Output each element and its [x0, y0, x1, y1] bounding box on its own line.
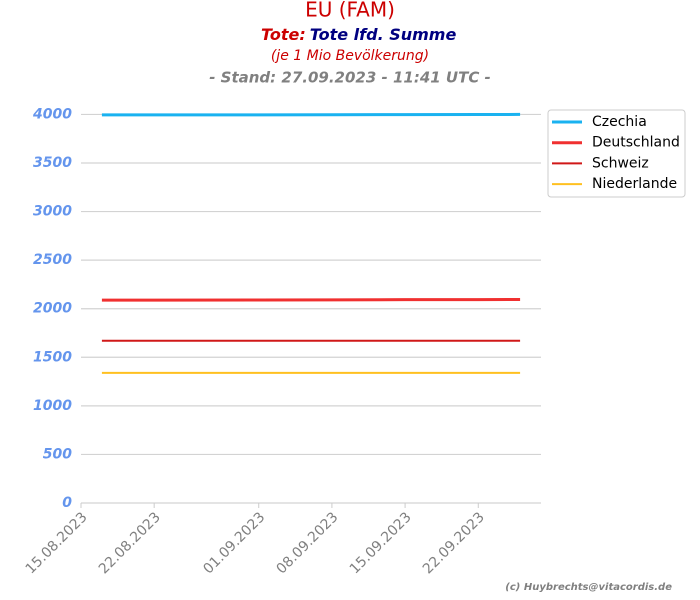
- chart-note: (je 1 Mio Bevölkerung): [271, 48, 429, 64]
- y-tick-label: 3000: [33, 204, 72, 220]
- x-tick-label: 08.09.2023: [274, 509, 342, 577]
- legend-label: Schweiz: [592, 155, 649, 171]
- x-tick-label: 15.09.2023: [347, 509, 415, 577]
- y-tick-label: 2500: [33, 252, 72, 268]
- x-tick-label: 22.09.2023: [420, 509, 488, 577]
- subtitle-label: Tote:: [261, 25, 306, 44]
- chart-subtitle: Tote: Tote lfd. Summe: [261, 25, 456, 44]
- y-tick-label: 1000: [33, 398, 72, 414]
- x-tick-label: 22.08.2023: [96, 509, 164, 577]
- y-tick-label: 4000: [32, 106, 72, 122]
- chart-title: EU (FAM): [305, 0, 395, 22]
- subtitle-text: Tote lfd. Summe: [310, 25, 457, 44]
- y-tick-label: 3500: [33, 155, 72, 171]
- legend-label: Deutschland: [592, 135, 680, 151]
- y-tick-label: 500: [43, 446, 72, 462]
- y-tick-label: 2000: [33, 301, 72, 317]
- x-tick-label: 15.08.2023: [23, 509, 91, 577]
- credit: (c) Huybrechts@vitacordis.de: [505, 582, 672, 593]
- legend-label: Niederlande: [592, 176, 677, 192]
- line-series: [101, 297, 521, 302]
- legend-box: [547, 109, 686, 198]
- x-tick-label: 01.09.2023: [200, 509, 268, 577]
- legend-label: Czechia: [592, 114, 647, 130]
- y-tick-label: 0: [62, 495, 72, 511]
- chart-stand: - Stand: 27.09.2023 - 11:41 UTC -: [209, 69, 491, 87]
- y-tick-label: 1500: [33, 349, 72, 365]
